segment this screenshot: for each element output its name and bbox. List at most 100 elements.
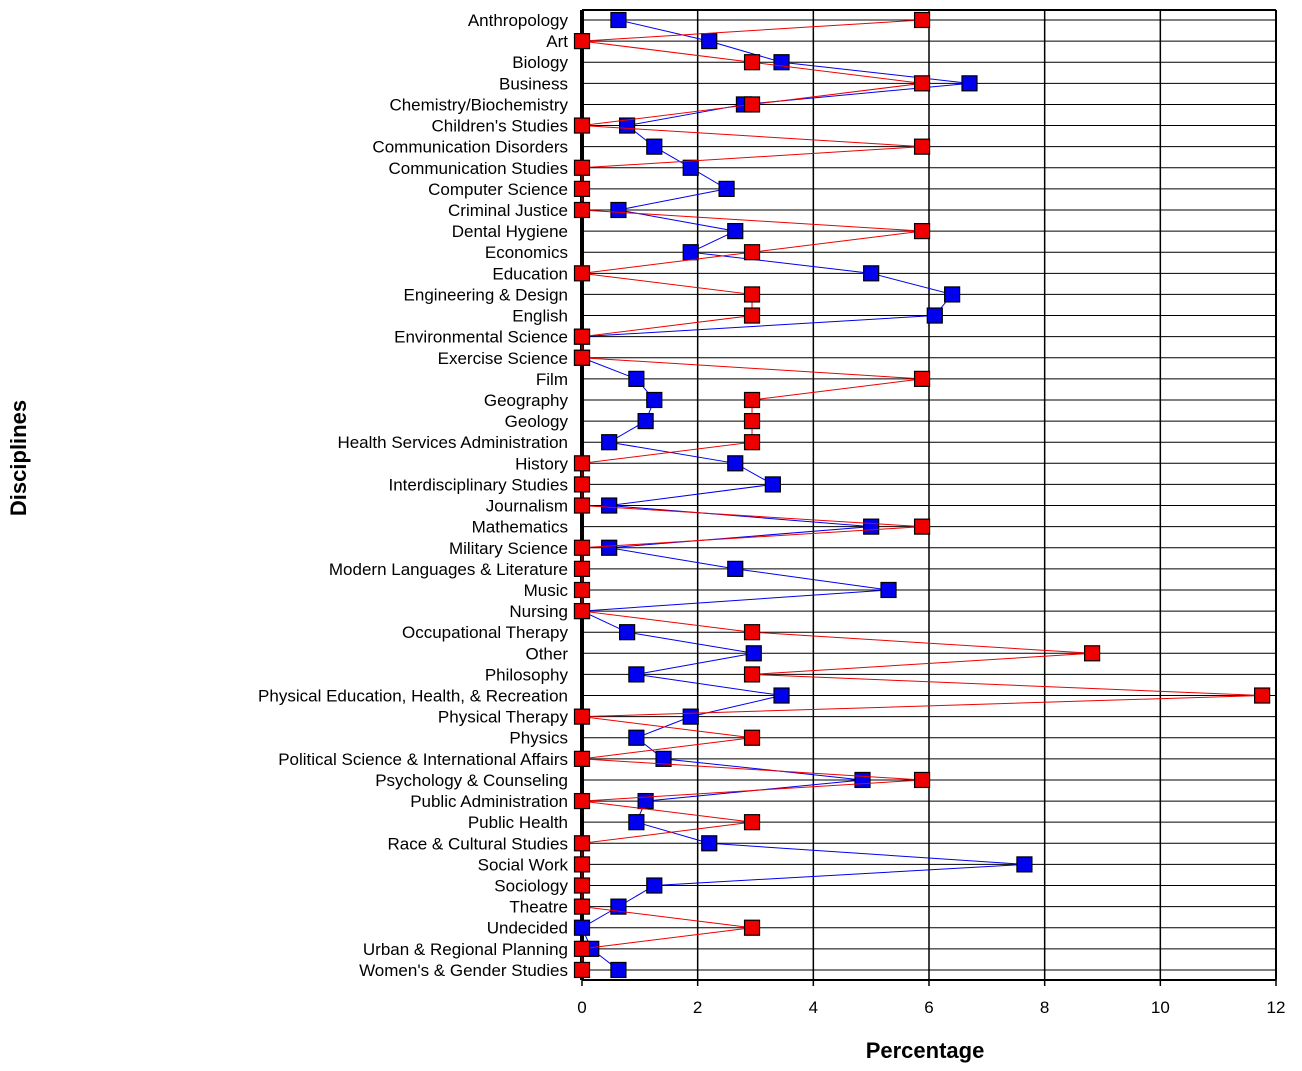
category-label: Children's Studies (432, 117, 568, 136)
data-point (573, 581, 591, 599)
category-label: Physics (509, 729, 568, 748)
category-label: Exercise Science (438, 349, 568, 368)
category-label: Theatre (509, 898, 568, 917)
data-point (628, 729, 645, 746)
data-point (743, 624, 761, 641)
data-point (743, 96, 761, 113)
data-point (961, 75, 978, 92)
category-label: Environmental Science (394, 328, 568, 347)
data-point (628, 370, 645, 387)
data-point (573, 328, 591, 345)
data-point (573, 602, 591, 620)
data-point (601, 434, 618, 451)
data-point (701, 835, 718, 852)
x-tick-label: 8 (1040, 998, 1049, 1017)
data-point (646, 877, 663, 894)
category-label: Social Work (478, 855, 569, 874)
data-point (646, 391, 663, 409)
data-point (743, 666, 761, 683)
data-point (913, 223, 931, 240)
data-point (573, 159, 591, 176)
data-point (573, 940, 591, 957)
category-label: Philosophy (485, 665, 569, 684)
data-point (573, 750, 591, 767)
data-point (628, 666, 645, 683)
data-point (880, 581, 897, 599)
category-label: Physical Education, Health, & Recreation (258, 687, 568, 706)
category-label: Education (492, 264, 568, 283)
series-line (581, 19, 1263, 970)
data-point (682, 159, 699, 176)
category-label: Urban & Regional Planning (363, 940, 568, 959)
category-label: Music (524, 581, 569, 600)
category-label: Mathematics (472, 518, 568, 537)
data-point (573, 919, 591, 936)
category-label: Anthropology (468, 11, 569, 30)
data-point (718, 180, 735, 197)
category-label: Criminal Justice (448, 201, 568, 220)
data-point (913, 518, 931, 535)
data-point (913, 75, 931, 92)
category-label: Computer Science (428, 180, 568, 199)
data-point (573, 792, 591, 810)
data-point (646, 138, 663, 155)
category-label: English (512, 307, 568, 326)
category-label: Psychology & Counseling (375, 771, 568, 790)
data-point (743, 434, 761, 451)
data-point (610, 11, 627, 29)
x-tick-label: 10 (1151, 998, 1170, 1017)
data-point (573, 455, 591, 472)
data-point (913, 11, 931, 29)
category-label: Race & Cultural Studies (388, 834, 568, 853)
data-point (573, 349, 591, 366)
data-point (682, 244, 699, 261)
x-tick-label: 4 (809, 998, 818, 1017)
data-point (601, 497, 618, 514)
data-point (913, 771, 931, 789)
series-line (580, 19, 1025, 971)
data-point (743, 729, 761, 746)
category-label: Political Science & International Affair… (278, 750, 568, 769)
labels: 0 2 4 6 8 10 12 Anthropology Art Biology Business C… (258, 11, 1285, 1017)
category-label: Dental Hygiene (452, 222, 568, 241)
data-point (944, 286, 961, 303)
data-point (863, 265, 880, 282)
data-point (743, 307, 761, 324)
data-point (573, 539, 591, 556)
data-point (743, 286, 761, 303)
x-axis-title: Percentage (866, 1038, 985, 1063)
category-label: Art (546, 32, 568, 51)
category-label: Communication Studies (388, 159, 568, 178)
data-point (637, 412, 654, 430)
data-point (863, 518, 880, 535)
category-label: Undecided (487, 919, 568, 938)
data-point (743, 54, 761, 71)
category-label: Journalism (486, 497, 568, 516)
data-point (573, 117, 591, 134)
category-label: Women's & Gender Studies (359, 961, 568, 980)
grid (581, 10, 1277, 980)
data-point (682, 708, 699, 725)
series-layer (573, 11, 1271, 979)
category-label: Interdisciplinary Studies (388, 475, 568, 494)
data-point (743, 919, 761, 936)
category-label: Military Science (449, 539, 568, 558)
category-label: History (515, 454, 568, 473)
x-tick-label: 6 (924, 998, 933, 1017)
category-label: Other (525, 644, 568, 663)
data-point (745, 645, 762, 662)
data-point (701, 33, 718, 50)
data-point (764, 476, 781, 493)
category-label: Geology (505, 412, 569, 431)
data-point (743, 814, 761, 831)
category-label: Public Administration (410, 792, 568, 811)
data-point (773, 687, 790, 704)
data-point (743, 412, 761, 430)
data-point (619, 117, 636, 134)
data-point (573, 180, 591, 197)
category-label: Engineering & Design (404, 285, 568, 304)
category-label: Modern Languages & Literature (329, 560, 568, 579)
data-point (1083, 645, 1101, 662)
category-label: Communication Disorders (372, 138, 568, 157)
